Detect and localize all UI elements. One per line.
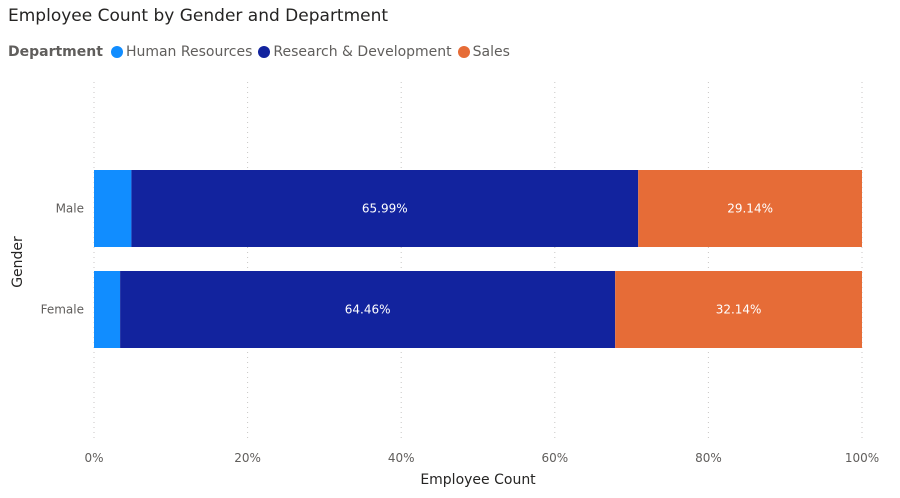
legend-item-human-resources[interactable]: Human Resources	[110, 44, 253, 60]
data-label: 64.46%	[345, 303, 391, 317]
legend-dot-icon	[457, 46, 470, 58]
legend-label: Research & Development	[273, 44, 452, 60]
x-axis-title: Employee Count	[420, 472, 536, 488]
legend-label: Human Resources	[125, 44, 253, 60]
legend-label: Sales	[472, 44, 510, 60]
x-tick-label: 100%	[845, 451, 879, 465]
x-tick-label: 0%	[84, 451, 103, 465]
y-axis-title: Gender	[10, 236, 26, 288]
x-tick-label: 60%	[541, 451, 568, 465]
legend-dot-icon	[258, 46, 271, 58]
data-label: 29.14%	[727, 202, 773, 216]
bar-segment	[131, 170, 639, 247]
bar-segment	[638, 170, 862, 247]
bar-segment	[94, 170, 132, 247]
data-label: 65.99%	[362, 202, 408, 216]
chart-title: Employee Count by Gender and Department	[8, 6, 389, 26]
legend-item-research-development[interactable]: Research & Development	[258, 44, 452, 60]
legend: Department Human Resources Research & De…	[8, 44, 516, 60]
x-tick-label: 80%	[695, 451, 722, 465]
data-label: 32.14%	[716, 303, 762, 317]
legend-dot-icon	[110, 46, 123, 58]
legend-title: Department	[8, 44, 103, 60]
y-tick-label: Male	[56, 202, 84, 216]
bar-segment	[94, 271, 121, 348]
bar-segment	[615, 271, 862, 348]
legend-item-sales[interactable]: Sales	[457, 44, 510, 60]
bar-segment	[120, 271, 616, 348]
x-tick-label: 40%	[388, 451, 415, 465]
y-tick-label: Female	[41, 303, 84, 317]
x-tick-label: 20%	[234, 451, 261, 465]
